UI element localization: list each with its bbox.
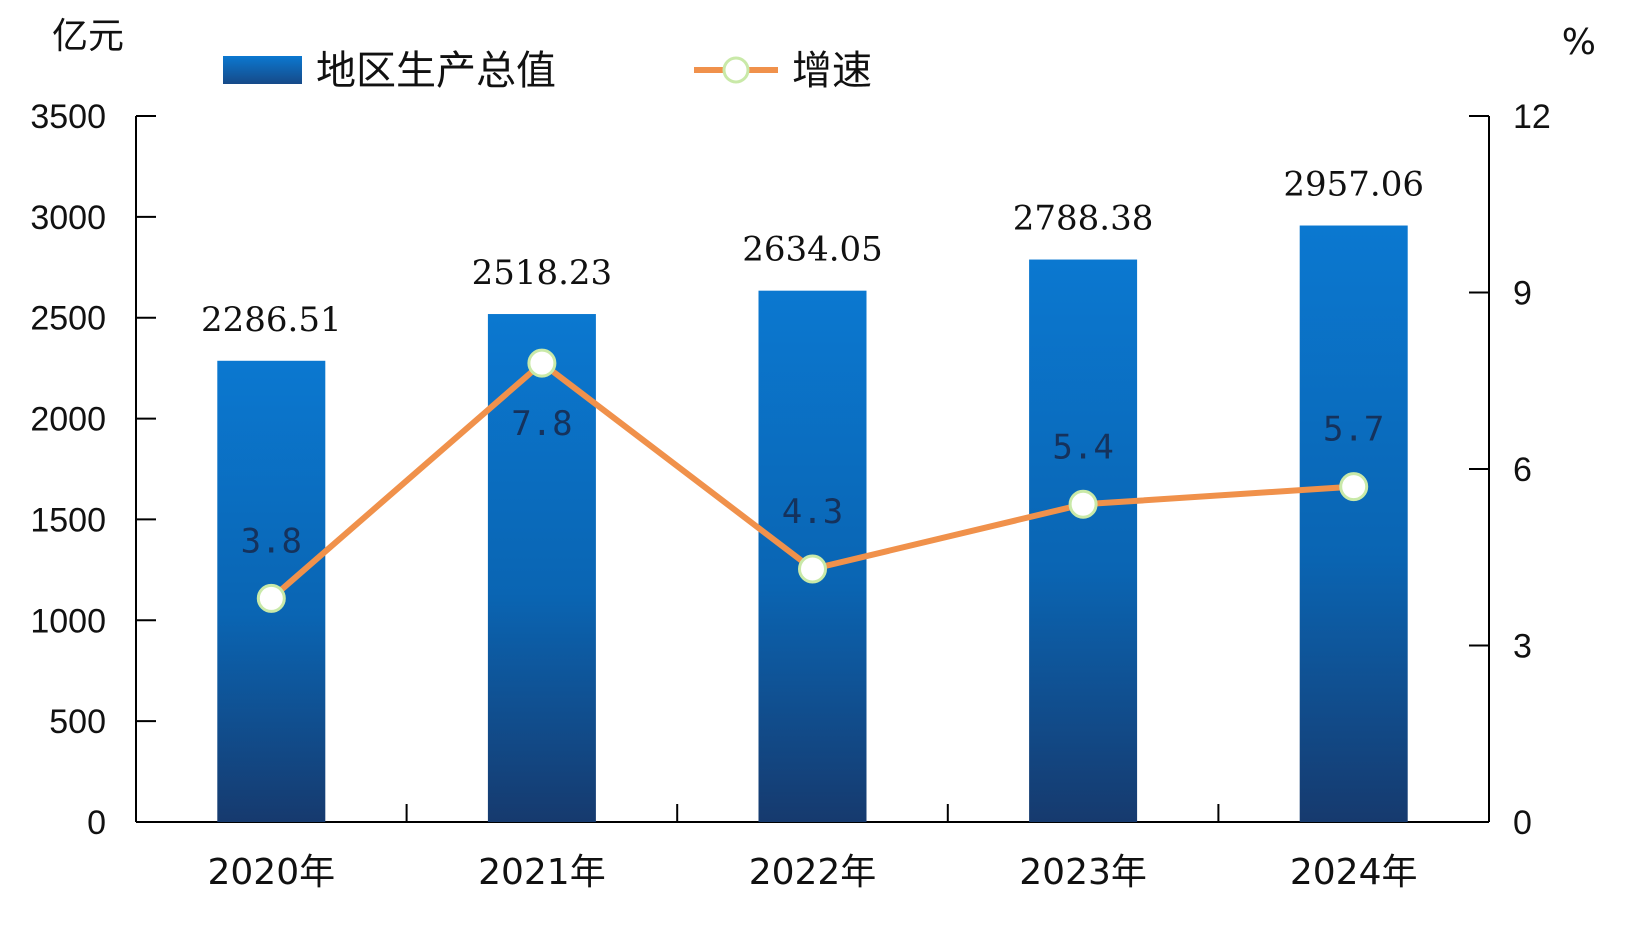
legend-marker xyxy=(722,56,750,84)
growth-value-label: 3.8 xyxy=(241,521,302,561)
growth-value-label: 7.8 xyxy=(511,404,572,444)
right-tick-label: 6 xyxy=(1513,451,1532,489)
growth-point xyxy=(256,583,286,613)
right-tick-label: 12 xyxy=(1513,98,1551,136)
growth-value-label: 5.4 xyxy=(1052,427,1113,467)
growth-point xyxy=(1339,472,1369,502)
bar xyxy=(487,314,596,822)
bar-value-label: 2518.23 xyxy=(472,253,613,293)
x-axis-labels: 2020年 2021年 2022年 2023年 2024年 xyxy=(207,852,1417,893)
growth-value-label: 4.3 xyxy=(782,492,843,532)
bar-value-label: 2788.38 xyxy=(1013,199,1154,239)
left-tick-label: 2500 xyxy=(30,300,106,338)
bar xyxy=(1029,259,1138,822)
left-tick-label: 2000 xyxy=(30,401,106,439)
right-axis-unit: % xyxy=(1562,22,1596,63)
growth-point xyxy=(798,554,827,584)
legend-bar-swatch xyxy=(223,56,302,84)
right-tick-label: 3 xyxy=(1513,628,1532,666)
x-tick-label: 2023年 xyxy=(1019,852,1147,893)
left-tick-label: 3000 xyxy=(30,199,106,237)
growth-point xyxy=(527,348,557,378)
left-tick-label: 500 xyxy=(49,703,106,741)
bar-value-label: 2957.06 xyxy=(1283,165,1424,205)
left-tick-label: 3500 xyxy=(30,98,106,136)
x-tick-label: 2021年 xyxy=(478,852,606,893)
right-tick-label: 9 xyxy=(1513,275,1532,313)
left-tick-label: 1000 xyxy=(30,602,106,640)
legend: 地区生产总值 增速 xyxy=(223,48,872,94)
bar-value-label: 2286.51 xyxy=(201,300,342,340)
x-tick-label: 2022年 xyxy=(749,852,877,893)
left-axis-unit: 亿元 xyxy=(52,16,124,57)
axes: 0 500 1000 1500 2000 2500 3000 3500 0 3 6 9 12 xyxy=(30,98,1550,842)
left-tick-label: 0 xyxy=(87,804,106,842)
growth-line: 3.8 7.8 4.3 5.4 5.7 xyxy=(241,348,1384,613)
growth-point xyxy=(1068,489,1098,519)
bar-value-labels: 2286.51 2518.23 2634.05 2788.38 2957.06 xyxy=(201,165,1424,340)
bars xyxy=(217,225,1408,823)
legend-label-rate: 增速 xyxy=(792,48,872,94)
right-tick-label: 0 xyxy=(1513,804,1532,842)
left-tick-label: 1500 xyxy=(30,501,106,539)
x-tick-label: 2020年 xyxy=(207,852,335,893)
bar xyxy=(1299,225,1408,823)
legend-label-gdp: 地区生产总值 xyxy=(316,48,556,94)
growth-value-label: 5.7 xyxy=(1323,410,1384,450)
bar-value-label: 2634.05 xyxy=(742,230,883,270)
x-tick-label: 2024年 xyxy=(1290,852,1418,893)
